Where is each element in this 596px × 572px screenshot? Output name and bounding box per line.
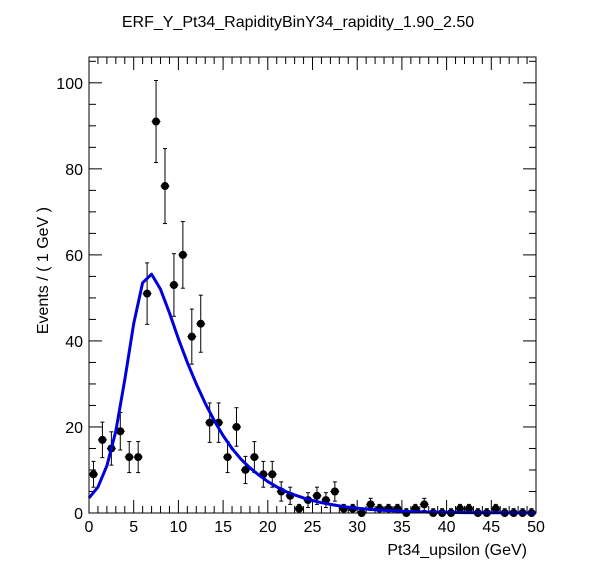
marker <box>143 289 152 298</box>
marker <box>152 117 161 126</box>
marker <box>134 453 143 462</box>
y-tick-label: 40 <box>65 334 83 351</box>
marker <box>366 500 375 509</box>
marker <box>232 422 241 431</box>
data-point <box>142 262 152 325</box>
data-point <box>196 294 206 353</box>
marker <box>187 332 196 341</box>
x-tick-label: 30 <box>348 519 366 536</box>
marker <box>250 453 259 462</box>
data-point <box>419 497 429 511</box>
y-tick-label: 60 <box>65 248 83 265</box>
marker <box>241 465 250 474</box>
data-marks <box>87 79 536 517</box>
marker <box>268 470 277 479</box>
marker <box>491 504 500 513</box>
x-tick-label: 15 <box>214 519 232 536</box>
fit-curve <box>87 272 536 515</box>
x-tick-label: 5 <box>129 519 138 536</box>
marker <box>169 281 178 289</box>
y-tick-label: 80 <box>65 162 83 179</box>
data-point <box>133 441 143 474</box>
x-tick-label: 10 <box>170 519 188 536</box>
x-tick-label: 20 <box>259 519 277 536</box>
marker <box>89 470 98 479</box>
marker <box>464 504 473 513</box>
y-tick-label: 20 <box>65 420 83 437</box>
marker <box>196 319 205 328</box>
y-tick-label: 100 <box>56 76 83 93</box>
marker <box>160 182 169 191</box>
data-point <box>178 221 188 289</box>
data-point <box>240 455 250 485</box>
marker <box>456 504 465 513</box>
marker <box>312 491 321 500</box>
marker <box>295 504 304 513</box>
x-tick-label: 35 <box>393 519 411 536</box>
marker <box>98 435 107 444</box>
data-point <box>151 79 161 164</box>
marker <box>223 453 232 462</box>
x-tick-label: 0 <box>85 519 94 536</box>
data-point <box>169 253 179 317</box>
data-point <box>187 308 197 365</box>
x-axis-label: Pt34_upsilon (GeV) <box>387 542 527 559</box>
marker <box>125 453 134 462</box>
data-point <box>267 460 277 488</box>
marker <box>178 250 187 259</box>
marker <box>420 500 429 509</box>
data-point <box>223 441 233 474</box>
data-point <box>249 441 259 474</box>
data-point <box>160 148 170 225</box>
chart-title: ERF_Y_Pt34_RapidityBinY34_rapidity_1.90_… <box>122 14 474 31</box>
data-point <box>115 412 125 451</box>
data-point <box>294 503 304 514</box>
marker <box>205 418 214 427</box>
data-point <box>89 460 98 488</box>
x-tick-label: 25 <box>304 519 322 536</box>
data-point <box>124 441 134 474</box>
plot-frame <box>88 56 537 514</box>
data-point <box>232 407 241 447</box>
x-tick-label: 45 <box>482 519 500 536</box>
y-axis-label: Events / ( 1 GeV ) <box>35 207 52 334</box>
y-tick-label: 0 <box>74 506 83 523</box>
marker <box>330 487 339 496</box>
x-tick-label: 50 <box>527 519 545 536</box>
data-point <box>97 421 107 459</box>
marker <box>116 427 125 436</box>
data-point <box>330 481 340 502</box>
x-tick-label: 40 <box>438 519 456 536</box>
